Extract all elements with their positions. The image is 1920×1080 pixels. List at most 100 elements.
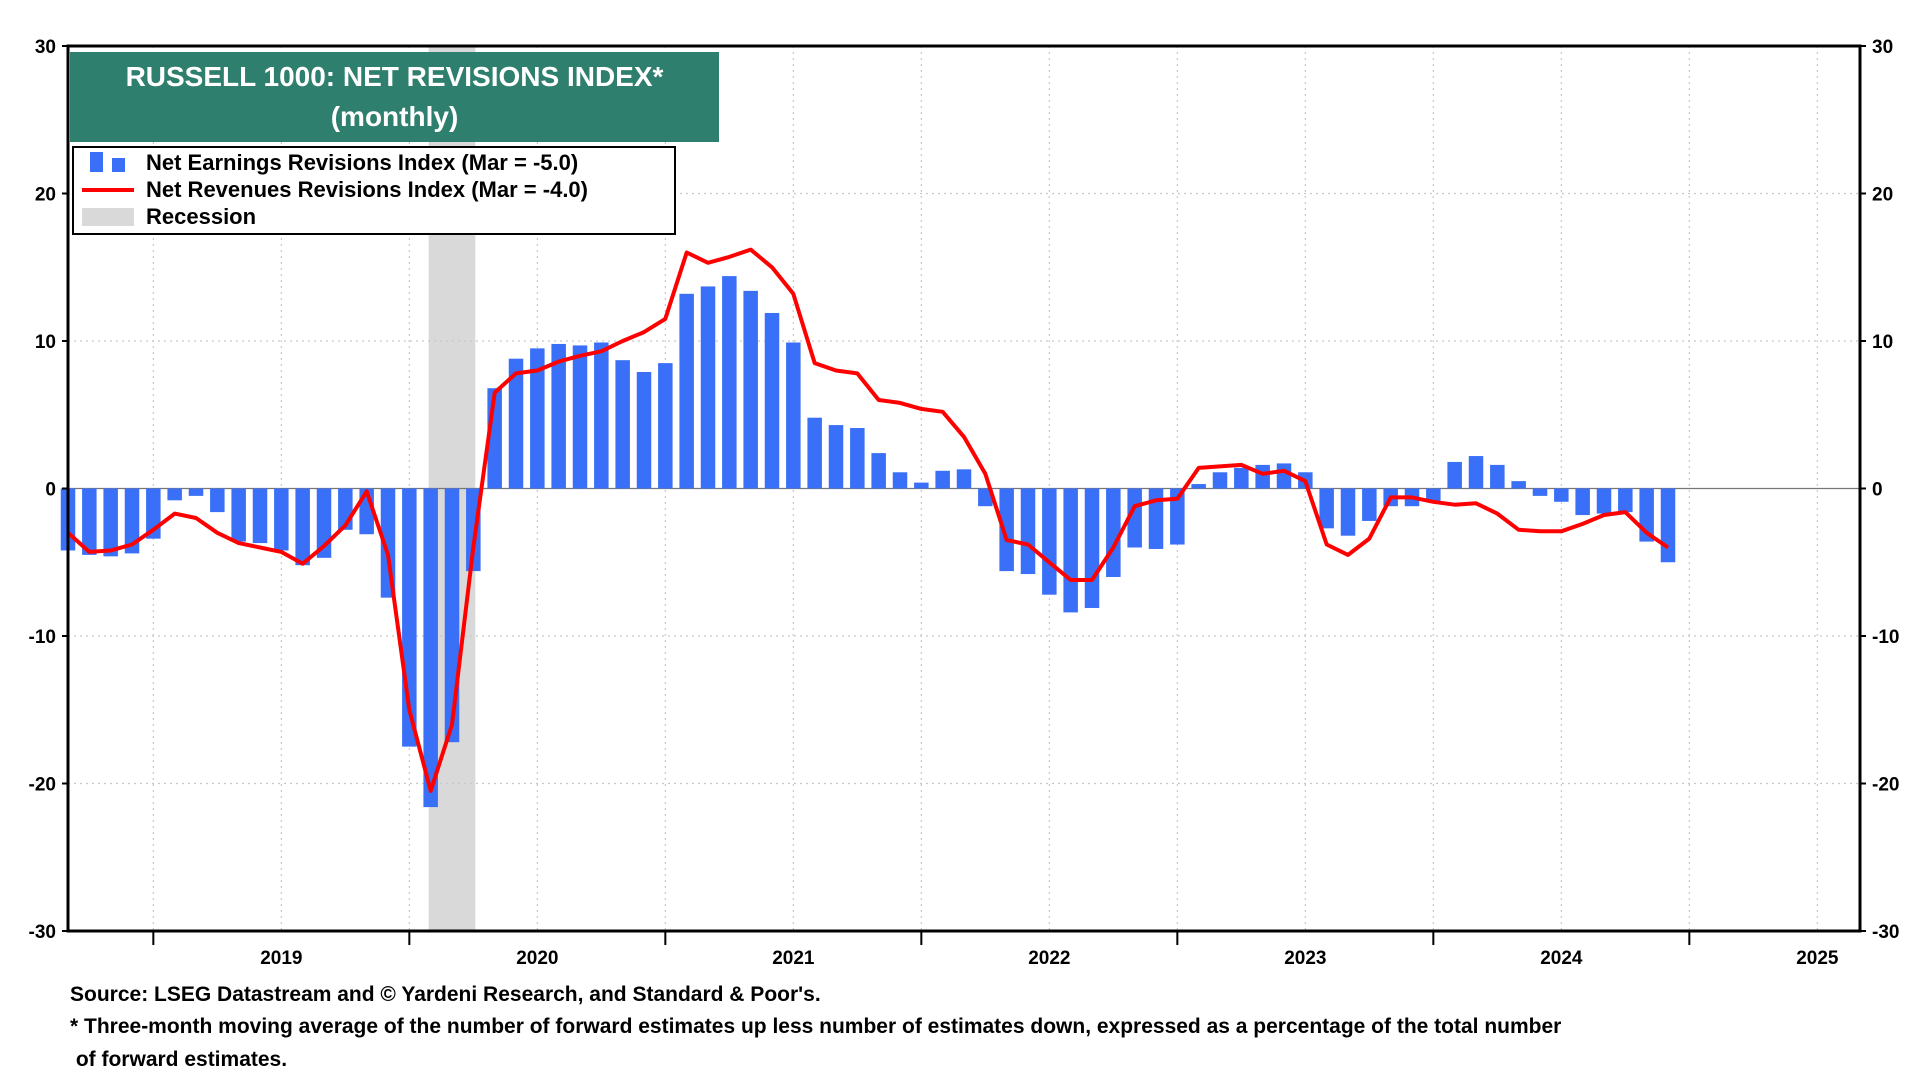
earnings-bar: [764, 312, 780, 489]
earnings-bar: [935, 470, 950, 489]
earnings-bar: [572, 345, 588, 489]
recession-swatch-icon: [82, 208, 134, 226]
y-tick-label-left: 30: [35, 37, 56, 58]
earnings-bar: [956, 469, 972, 489]
earnings-bar: [231, 488, 246, 542]
y-tick-label-left: -10: [29, 627, 56, 648]
earnings-bar: [1490, 464, 1505, 489]
earnings-bar: [1596, 488, 1612, 514]
chart-title: RUSSELL 1000: NET REVISIONS INDEX*: [125, 61, 664, 92]
earnings-bar: [679, 293, 694, 489]
earnings-bar: [103, 488, 118, 557]
y-tick-label-right: 0: [1872, 480, 1883, 501]
y-tick-label-left: -20: [29, 775, 56, 796]
x-year-label: 2019: [260, 948, 302, 969]
earnings-bar: [700, 286, 716, 489]
legend-label-revenues: Net Revenues Revisions Index (Mar = -4.0…: [146, 177, 588, 202]
legend: Net Earnings Revisions Index (Mar = -5.0…: [72, 146, 676, 235]
revenues-line: [66, 247, 1670, 793]
earnings-bar: [1106, 488, 1121, 577]
earnings-bar: [615, 360, 630, 489]
earnings-bar: [124, 488, 140, 554]
earnings-bar: [274, 488, 289, 551]
y-tick-label-left: -30: [29, 922, 56, 943]
bar-swatch-icon: [90, 152, 103, 172]
legend-item-revenues: Net Revenues Revisions Index (Mar = -4.0…: [74, 177, 674, 203]
earnings-bar: [658, 363, 673, 489]
earnings-bar: [167, 488, 182, 501]
x-year-label: 2020: [516, 948, 558, 969]
earnings-bar: [1212, 472, 1228, 489]
footnote-line-1: * Three-month moving average of the numb…: [70, 1015, 1562, 1038]
earnings-bar: [1426, 488, 1441, 502]
earnings-bar: [1468, 456, 1484, 489]
x-year-label: 2021: [772, 948, 815, 969]
chart-title-box: RUSSELL 1000: NET REVISIONS INDEX* (mont…: [70, 52, 719, 142]
earnings-bar: [807, 417, 822, 489]
earnings-bar: [188, 488, 204, 496]
earnings-bar: [444, 488, 460, 743]
y-tick-label-right: -30: [1872, 922, 1899, 943]
earnings-bar: [743, 290, 758, 489]
earnings-bar: [871, 453, 886, 489]
earnings-bar: [828, 425, 844, 489]
bar-swatch-icon: [112, 158, 125, 172]
earnings-bar: [850, 428, 865, 489]
earnings-bar: [1191, 484, 1206, 489]
earnings-bar: [82, 488, 97, 555]
earnings-bar: [1618, 488, 1633, 513]
footnote-line-2: of forward estimates.: [70, 1048, 288, 1071]
x-year-label: 2025: [1796, 948, 1839, 969]
earnings-bar: [1340, 488, 1356, 536]
earnings-bar: [1255, 464, 1270, 489]
earnings-bar: [1447, 461, 1462, 489]
y-tick-label-right: -10: [1872, 627, 1899, 648]
earnings-bar: [914, 482, 929, 489]
earnings-bar: [1276, 463, 1292, 489]
earnings-bar: [1234, 467, 1249, 489]
earnings-bar: [295, 488, 310, 566]
y-tick-label-right: 10: [1872, 332, 1893, 353]
earnings-bar: [1042, 488, 1057, 595]
earnings-bar: [1362, 488, 1377, 521]
earnings-bar: [252, 488, 268, 544]
source-note: Source: LSEG Datastream and © Yardeni Re…: [70, 983, 821, 1006]
earnings-bar: [722, 276, 737, 489]
earnings-bar: [551, 343, 566, 489]
earnings-bar: [530, 348, 545, 489]
earnings-bar: [1511, 481, 1526, 489]
y-tick-label-left: 0: [45, 480, 56, 501]
x-year-label: 2023: [1284, 948, 1326, 969]
y-tick-label-right: 20: [1872, 185, 1893, 206]
earnings-bar: [1554, 488, 1569, 502]
y-tick-label-left: 20: [35, 185, 56, 206]
earnings-bar: [1170, 488, 1185, 545]
earnings-bar: [423, 488, 438, 808]
earnings-bar: [978, 488, 993, 507]
earnings-bar: [508, 358, 524, 489]
earnings-bar: [999, 488, 1014, 572]
earnings-bar: [786, 342, 801, 489]
y-tick-label-right: -20: [1872, 775, 1899, 796]
chart-subtitle: (monthly): [330, 101, 459, 132]
legend-label-recession: Recession: [146, 204, 257, 229]
earnings-bars: [60, 276, 1676, 808]
earnings-bar: [892, 472, 908, 489]
line-swatch-icon: [82, 188, 134, 192]
revenues-series-line: [66, 247, 1670, 793]
earnings-bar: [1084, 488, 1100, 608]
legend-item-recession: Recession: [74, 204, 674, 230]
x-year-label: 2024: [1540, 948, 1583, 969]
earnings-bar: [1319, 488, 1334, 529]
legend-label-earnings: Net Earnings Revisions Index (Mar = -5.0…: [146, 150, 579, 175]
earnings-bar: [636, 371, 652, 489]
y-tick-label-right: 30: [1872, 37, 1893, 58]
earnings-bar: [1148, 488, 1164, 549]
earnings-bar: [1660, 488, 1676, 563]
earnings-bar: [210, 488, 225, 513]
legend-item-earnings: Net Earnings Revisions Index (Mar = -5.0…: [74, 150, 674, 176]
earnings-bar: [1020, 488, 1036, 575]
x-year-label: 2022: [1028, 948, 1070, 969]
